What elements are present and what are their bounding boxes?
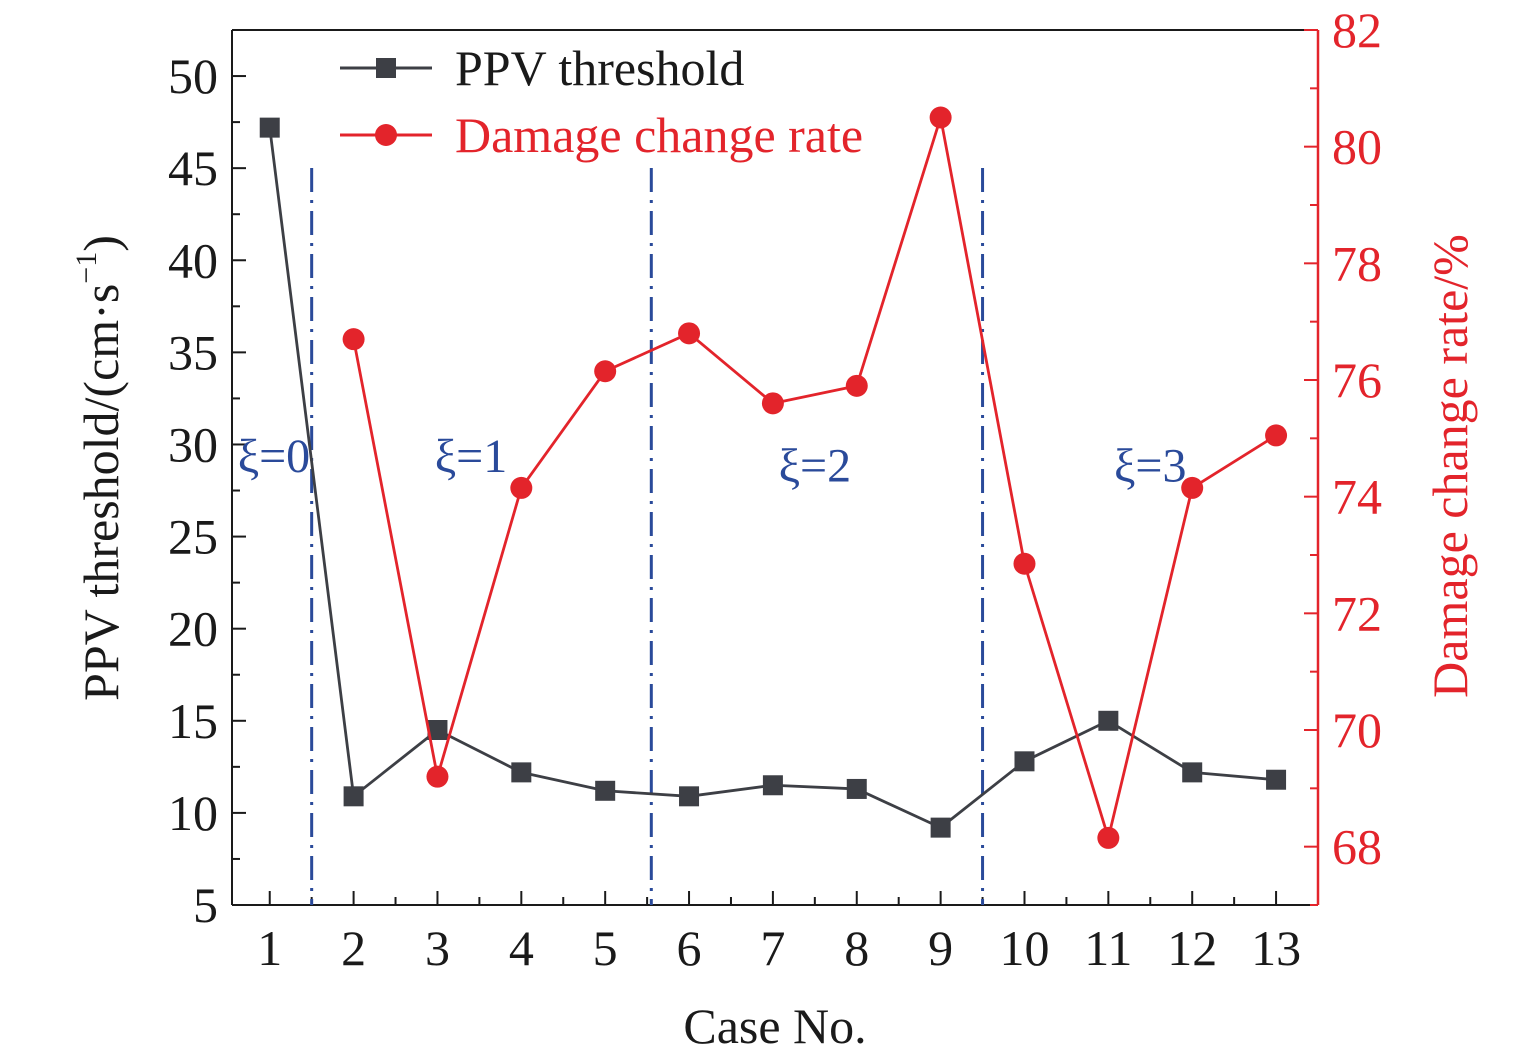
left-axis-label-main: PPV threshold/(cm·s (73, 284, 129, 701)
x-tick-label: 12 (1167, 920, 1217, 976)
data-point-damage-change-rate (845, 374, 868, 397)
data-point-damage-change-rate (1181, 476, 1204, 499)
data-point-damage-change-rate (1097, 826, 1120, 849)
group-label: ξ=3 (1114, 439, 1186, 492)
left-tick-label: 45 (168, 140, 218, 196)
right-tick-label: 76 (1332, 352, 1382, 408)
left-axis-label-close: ) (73, 235, 129, 252)
right-axis-label: Damage change rate/% (1422, 234, 1478, 698)
right-tick-label: 80 (1332, 119, 1382, 175)
left-axis-label-sup: −1 (70, 252, 103, 284)
x-tick-label: 8 (844, 920, 869, 976)
data-point-damage-change-rate (678, 322, 701, 345)
right-tick-label: 72 (1332, 585, 1382, 641)
x-tick-label: 1 (257, 920, 282, 976)
x-tick-label: 6 (677, 920, 702, 976)
data-point-ppv-threshold (1266, 769, 1287, 790)
left-tick-label: 25 (168, 509, 218, 565)
x-tick-label: 9 (928, 920, 953, 976)
data-point-damage-change-rate (510, 476, 533, 499)
data-point-ppv-threshold (259, 117, 280, 138)
x-tick-label: 4 (509, 920, 534, 976)
legend-marker-circle (375, 124, 397, 146)
data-point-damage-change-rate (761, 392, 784, 415)
data-point-ppv-threshold (595, 780, 616, 801)
left-tick-label: 30 (168, 416, 218, 472)
x-tick-label: 2 (341, 920, 366, 976)
group-label: ξ=1 (435, 430, 507, 483)
data-point-ppv-threshold (679, 786, 700, 807)
left-tick-label: 10 (168, 785, 218, 841)
data-point-ppv-threshold (762, 775, 783, 796)
x-tick-label: 3 (425, 920, 450, 976)
x-tick-label: 7 (760, 920, 785, 976)
legend-marker-square (376, 58, 396, 78)
data-point-ppv-threshold (930, 817, 951, 838)
data-point-damage-change-rate (426, 765, 449, 788)
left-tick-label: 40 (168, 232, 218, 288)
series-line-damage-change-rate (352, 116, 1277, 840)
data-point-damage-change-rate (594, 360, 617, 383)
data-point-ppv-threshold (846, 778, 867, 799)
right-tick-label: 68 (1332, 819, 1382, 875)
legend-label: PPV threshold (455, 40, 744, 96)
x-axis-label: Case No. (683, 998, 866, 1054)
data-point-ppv-threshold (343, 786, 364, 807)
left-tick-label: 35 (168, 324, 218, 380)
left-tick-label: 5 (193, 877, 218, 933)
left-axis-label: PPV threshold/(cm·s−1) (70, 235, 129, 701)
data-point-ppv-threshold (427, 720, 448, 740)
group-label: ξ=2 (779, 439, 851, 492)
data-point-damage-change-rate (342, 328, 365, 351)
left-tick-label: 15 (168, 693, 218, 749)
x-tick-label: 11 (1084, 920, 1132, 976)
legend-label: Damage change rate (455, 107, 863, 163)
data-point-ppv-threshold (511, 762, 532, 783)
right-tick-label: 78 (1332, 235, 1382, 291)
data-point-ppv-threshold (1014, 751, 1035, 772)
x-tick-label: 5 (593, 920, 618, 976)
data-point-ppv-threshold (1182, 762, 1203, 783)
right-tick-label: 82 (1332, 2, 1382, 58)
right-tick-label: 74 (1332, 469, 1382, 525)
x-tick-label: 13 (1251, 920, 1301, 976)
group-label: ξ=0 (238, 430, 310, 483)
right-tick-label: 70 (1332, 702, 1382, 758)
x-tick-label: 10 (999, 920, 1049, 976)
left-tick-label: 50 (168, 48, 218, 104)
data-point-ppv-threshold (1098, 710, 1119, 731)
data-point-damage-change-rate (929, 106, 952, 129)
left-tick-label: 20 (168, 601, 218, 657)
data-point-damage-change-rate (1013, 552, 1036, 575)
data-point-damage-change-rate (1265, 424, 1288, 447)
